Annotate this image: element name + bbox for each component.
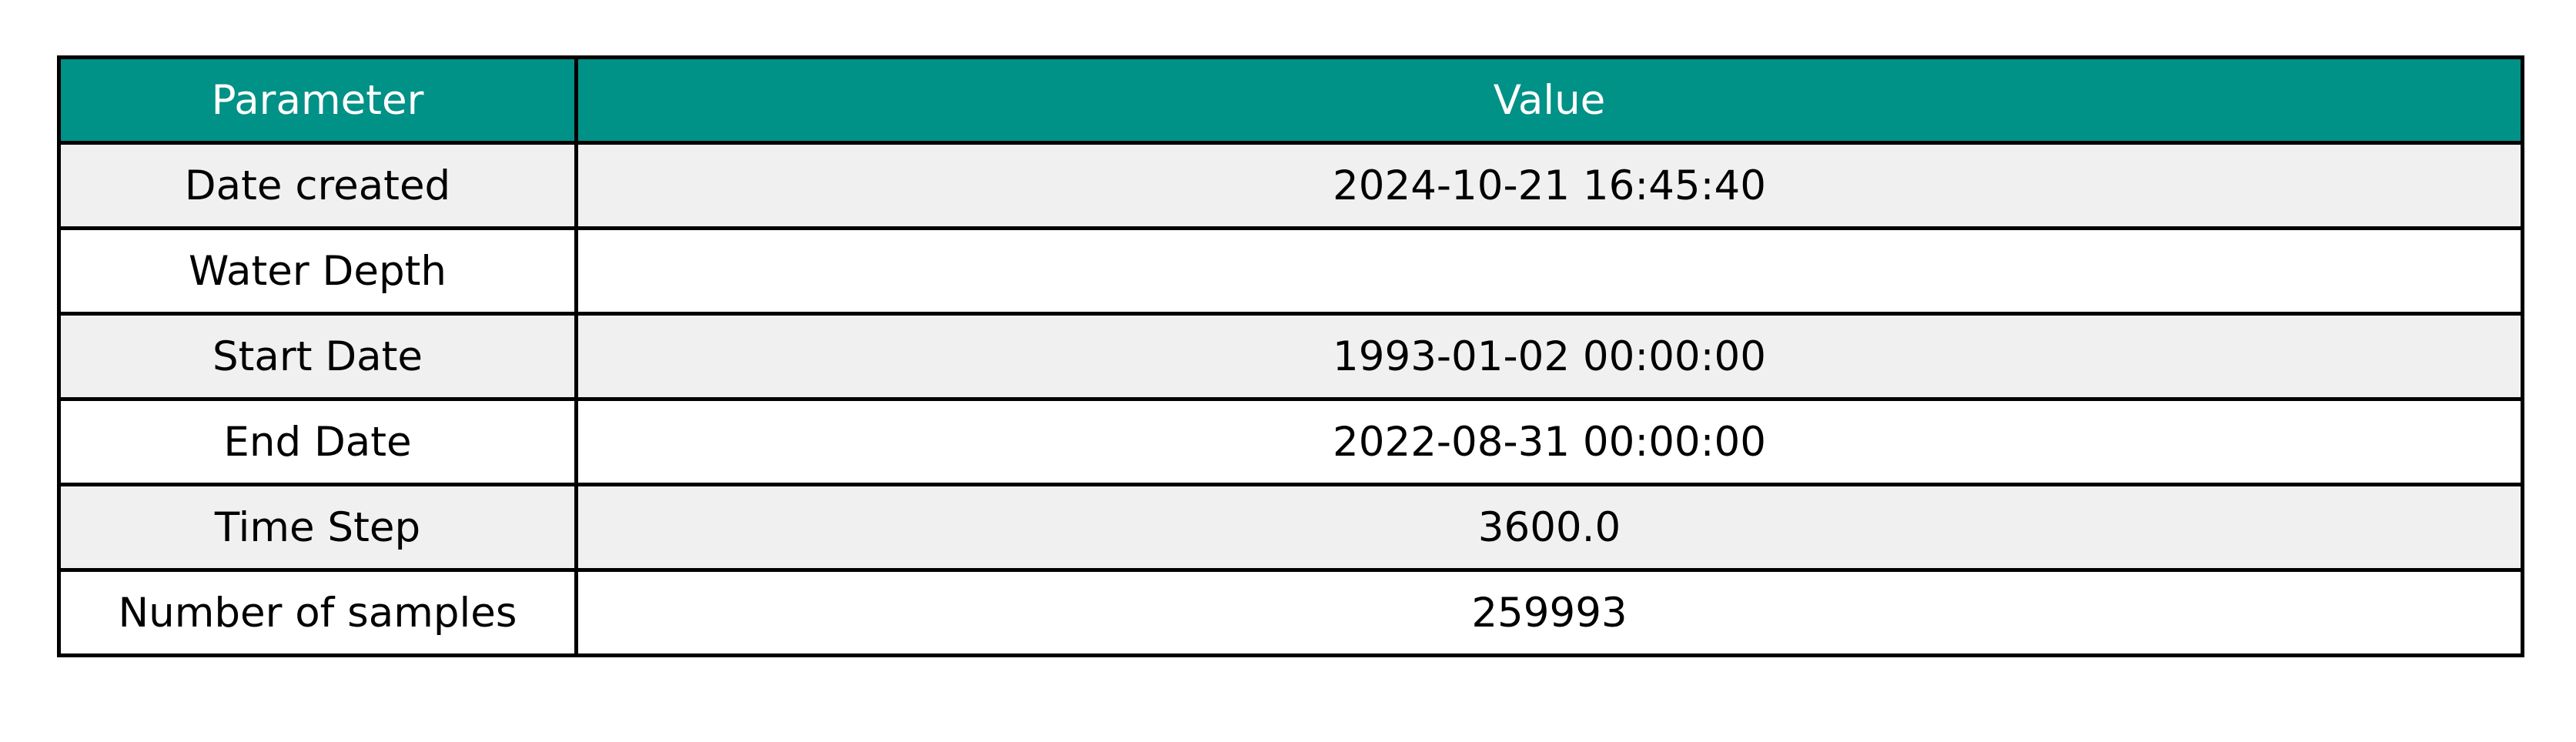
column-header-parameter: Parameter <box>57 55 578 145</box>
parameter-table: Parameter Value Date created 2024-10-21 … <box>57 55 2524 657</box>
parameter-cell: Time Step <box>57 483 578 572</box>
value-cell: 1993-01-02 00:00:00 <box>574 312 2524 401</box>
parameter-cell: Number of samples <box>57 568 578 657</box>
table-header-row: Parameter Value <box>57 55 2524 145</box>
value-cell: 2022-08-31 00:00:00 <box>574 397 2524 486</box>
value-cell: 259993 <box>574 568 2524 657</box>
value-cell <box>574 226 2524 316</box>
parameter-cell: Date created <box>57 141 578 230</box>
table-row: Number of samples 259993 <box>57 568 2524 657</box>
parameter-cell: Start Date <box>57 312 578 401</box>
parameter-cell: End Date <box>57 397 578 486</box>
table-row: Water Depth <box>57 226 2524 316</box>
table-row: Date created 2024-10-21 16:45:40 <box>57 141 2524 230</box>
parameter-table-container: Parameter Value Date created 2024-10-21 … <box>57 55 2524 657</box>
table-row: End Date 2022-08-31 00:00:00 <box>57 397 2524 486</box>
table-row: Time Step 3600.0 <box>57 483 2524 572</box>
table-row: Start Date 1993-01-02 00:00:00 <box>57 312 2524 401</box>
parameter-cell: Water Depth <box>57 226 578 316</box>
column-header-value: Value <box>574 55 2524 145</box>
value-cell: 3600.0 <box>574 483 2524 572</box>
value-cell: 2024-10-21 16:45:40 <box>574 141 2524 230</box>
